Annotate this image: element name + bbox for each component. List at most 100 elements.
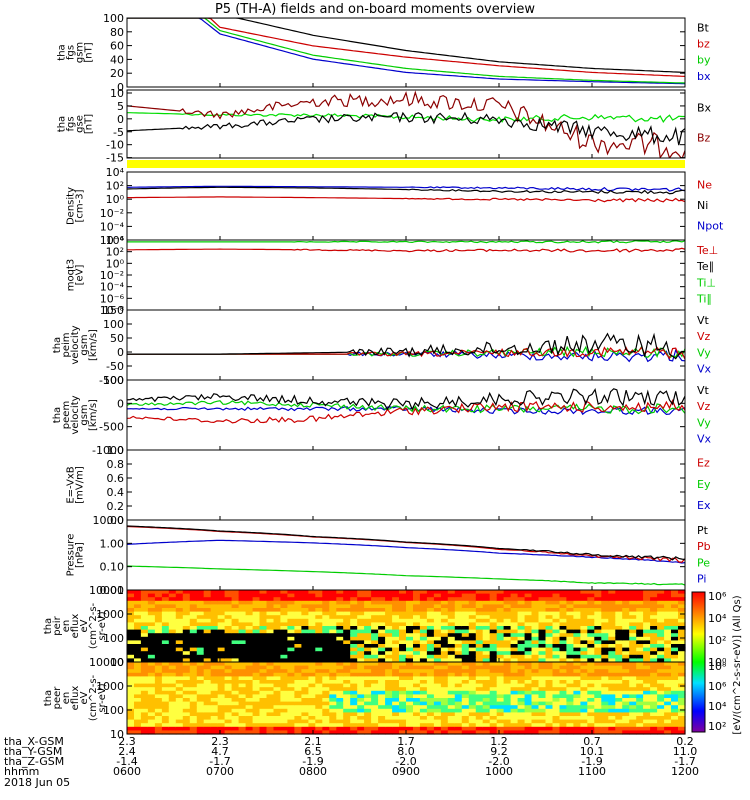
spectrogram-cell bbox=[385, 698, 393, 703]
spectrogram-cell bbox=[371, 716, 379, 721]
panel-ylabel-line: eflux bbox=[70, 686, 81, 711]
spectrogram-cell bbox=[154, 701, 163, 706]
spectrogram-cell bbox=[127, 676, 135, 681]
spectrogram-cell bbox=[294, 687, 302, 692]
spectrogram-cell bbox=[147, 662, 156, 667]
spectrogram-cell bbox=[280, 636, 288, 641]
spectrogram-cell bbox=[175, 698, 184, 703]
spectrogram-cell bbox=[224, 669, 233, 674]
spectrogram-cell bbox=[280, 633, 288, 638]
spectrogram-cell bbox=[650, 615, 658, 620]
spectrogram-cell bbox=[287, 640, 295, 645]
spectrogram-cell bbox=[378, 608, 386, 613]
spectrogram-cell bbox=[594, 669, 602, 674]
spectrogram-cell bbox=[245, 690, 254, 695]
spectrogram-cell bbox=[392, 590, 400, 595]
spectrogram-cell bbox=[259, 604, 268, 609]
spectrogram-cell bbox=[629, 672, 637, 677]
spectrogram-cell bbox=[671, 600, 679, 605]
spectrogram-cell bbox=[608, 669, 616, 674]
spectrogram-cell bbox=[238, 701, 247, 706]
spectrogram-cell bbox=[545, 708, 554, 713]
spectrogram-cell bbox=[154, 633, 163, 638]
spectrogram-cell bbox=[608, 636, 616, 641]
spectrogram-cell bbox=[601, 658, 609, 663]
spectrogram-cell bbox=[426, 597, 435, 602]
spectrogram-cell bbox=[650, 698, 658, 703]
spectrogram-cell bbox=[594, 658, 602, 663]
spectrogram-cell bbox=[545, 600, 554, 605]
spectrogram-cell bbox=[503, 690, 512, 695]
spectrogram-cell bbox=[587, 590, 595, 595]
spectrogram-cell bbox=[147, 708, 156, 713]
spectrogram-cell bbox=[482, 716, 491, 721]
spectrogram-cell bbox=[266, 680, 275, 685]
series-bz-line bbox=[127, 90, 685, 158]
spectrogram-cell bbox=[196, 672, 205, 677]
spectrogram-cell bbox=[447, 647, 456, 652]
spectrogram-cell bbox=[538, 618, 547, 623]
spectrogram-cell bbox=[245, 662, 254, 667]
spectrogram-cell bbox=[440, 647, 449, 652]
spectrogram-cell bbox=[580, 669, 588, 674]
spectrogram-cell bbox=[350, 647, 358, 652]
spectrogram-cell bbox=[252, 723, 261, 728]
spectrogram-cell bbox=[601, 698, 609, 703]
spectrogram-cell bbox=[287, 683, 295, 688]
spectrogram-cell bbox=[413, 590, 421, 595]
spectrogram-cell bbox=[671, 719, 679, 724]
spectrogram-cell bbox=[154, 705, 163, 710]
spectrogram-cell bbox=[329, 615, 337, 620]
spectrogram-cell bbox=[287, 629, 295, 634]
bottom-axis-value: 11.0 bbox=[672, 745, 698, 758]
spectrogram-cell bbox=[210, 647, 219, 652]
spectrogram-cell bbox=[559, 662, 568, 667]
spectrogram-cell bbox=[134, 690, 142, 695]
spectrogram-cell bbox=[378, 680, 386, 685]
spectrogram-cell bbox=[182, 597, 191, 602]
spectrogram-cell bbox=[524, 665, 533, 670]
spectrogram-cell bbox=[175, 618, 184, 623]
spectrogram-cell bbox=[559, 636, 568, 641]
spectrogram-cell bbox=[433, 669, 442, 674]
spectrogram-cell bbox=[238, 716, 247, 721]
spectrogram-cell bbox=[308, 701, 316, 706]
spectrogram-cell bbox=[266, 701, 275, 706]
spectrogram-cell bbox=[315, 626, 323, 631]
spectrogram-cell bbox=[650, 719, 658, 724]
spectrogram-cell bbox=[238, 726, 247, 731]
spectrogram-cell bbox=[440, 712, 449, 717]
spectrogram-cell bbox=[224, 618, 233, 623]
spectrogram-cell bbox=[559, 654, 568, 659]
spectrogram-cell bbox=[182, 626, 191, 631]
spectrogram-cell bbox=[538, 640, 547, 645]
spectrogram-cell bbox=[329, 593, 337, 598]
spectrogram-cell bbox=[406, 683, 414, 688]
spectrogram-cell bbox=[329, 590, 337, 595]
legend-ne: Ne bbox=[697, 178, 712, 191]
spectrogram-cell bbox=[657, 701, 665, 706]
spectrogram-cell bbox=[643, 708, 651, 713]
spectrogram-cell bbox=[315, 701, 323, 706]
spectrogram-cell bbox=[134, 654, 142, 659]
spectrogram-cell bbox=[273, 701, 282, 706]
spectrogram-cell bbox=[364, 608, 372, 613]
spectrogram-cell bbox=[517, 633, 526, 638]
spectrogram-cell bbox=[440, 600, 449, 605]
spectrogram-cell bbox=[140, 615, 149, 620]
spectrogram-cell bbox=[587, 636, 595, 641]
spectrogram-cell bbox=[496, 665, 505, 670]
spectrogram-cell bbox=[280, 662, 288, 667]
spectrogram-cell bbox=[364, 690, 372, 695]
spectrogram-cell bbox=[252, 719, 261, 724]
spectrogram-cell bbox=[210, 654, 219, 659]
spectrogram-cell bbox=[196, 708, 205, 713]
spectrogram-cell bbox=[364, 640, 372, 645]
spectrogram-cell bbox=[343, 608, 351, 613]
spectrogram-cell bbox=[343, 705, 351, 710]
spectrogram-cell bbox=[357, 708, 365, 713]
spectrogram-cell bbox=[329, 730, 337, 735]
spectrogram-cell bbox=[531, 618, 540, 623]
spectrogram-cell bbox=[622, 615, 630, 620]
legend-ni: Ni bbox=[697, 199, 708, 212]
